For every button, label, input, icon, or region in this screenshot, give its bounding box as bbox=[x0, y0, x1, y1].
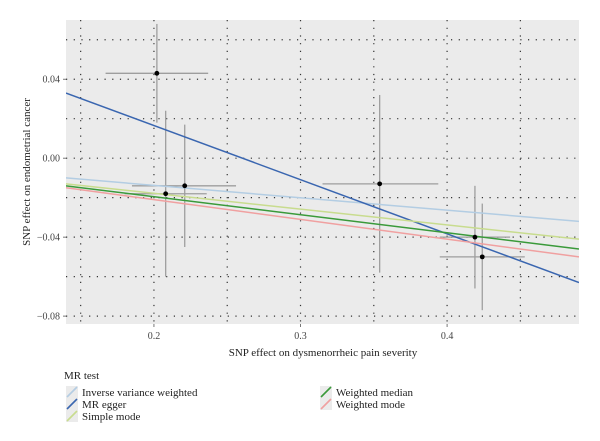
legend-item-label: Inverse variance weighted bbox=[82, 387, 198, 399]
x-tick-label: 0.3 bbox=[294, 331, 307, 342]
line-simple-mode bbox=[66, 183, 579, 240]
x-tick-label: 0.2 bbox=[148, 331, 161, 342]
legend-key-line bbox=[320, 386, 332, 398]
data-points bbox=[154, 70, 485, 260]
y-tick-label: −0.04 bbox=[37, 233, 60, 244]
x-axis-title: SNP effect on dysmenorrheic pain severit… bbox=[229, 347, 418, 359]
data-point bbox=[154, 70, 160, 76]
legend-item-label: Simple mode bbox=[82, 411, 140, 423]
legend-key-line bbox=[66, 398, 78, 410]
y-tick-label: −0.08 bbox=[37, 312, 60, 323]
y-tick-label: 0.00 bbox=[43, 154, 61, 165]
legend-item-label: MR egger bbox=[82, 399, 127, 411]
data-point bbox=[472, 234, 478, 240]
data-point bbox=[479, 254, 485, 260]
x-tick-label: 0.4 bbox=[441, 331, 454, 342]
plot-panel bbox=[66, 20, 579, 324]
line-weighted-median bbox=[66, 185, 579, 250]
data-point bbox=[377, 181, 383, 187]
y-axis-ticks: −0.08 −0.04 0.00 0.04 bbox=[37, 75, 66, 323]
legend-item-label: Weighted mode bbox=[336, 399, 405, 411]
line-mr-egger bbox=[66, 92, 579, 284]
legend-key-line bbox=[320, 398, 332, 410]
grid-lines bbox=[66, 20, 579, 324]
line-inverse-variance-weighted bbox=[66, 177, 579, 223]
x-axis-ticks: 0.2 0.3 0.4 bbox=[148, 324, 454, 342]
line-weighted-mode bbox=[66, 187, 579, 258]
legend-item-label: Weighted median bbox=[336, 387, 414, 399]
legend-title: MR test bbox=[64, 370, 99, 382]
y-tick-label: 0.04 bbox=[43, 75, 61, 86]
legend-key-line bbox=[66, 386, 78, 398]
data-point bbox=[182, 183, 188, 189]
regression-lines bbox=[66, 92, 579, 284]
data-point bbox=[163, 191, 169, 197]
legend-key-line bbox=[66, 410, 78, 422]
y-axis-title: SNP effect on endometrial cancer bbox=[21, 98, 33, 246]
